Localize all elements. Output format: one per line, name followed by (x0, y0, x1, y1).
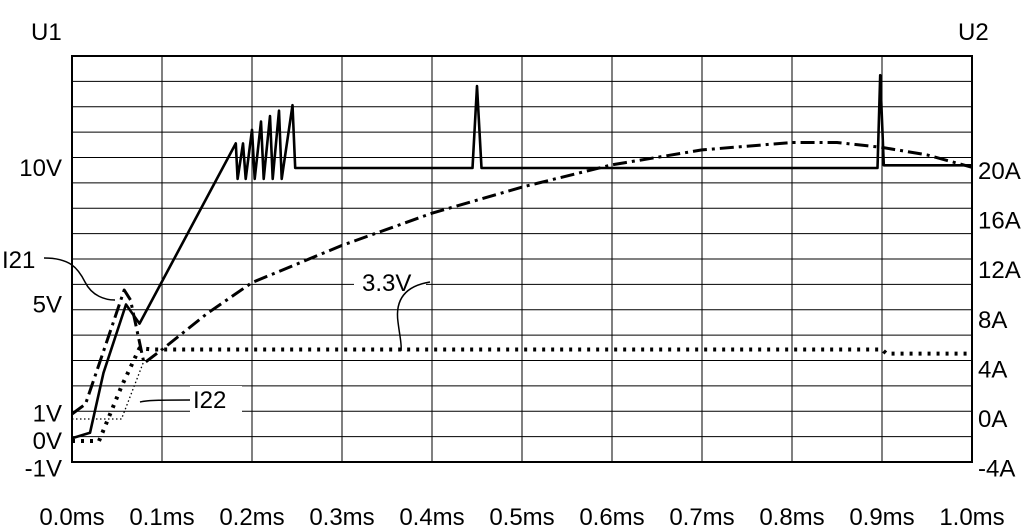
right-tick-label: 12A (978, 257, 1021, 284)
x-tick-label: 0.5ms (489, 504, 554, 531)
chart-labels: U1 U2 10V 5V 1V0V-1V 20A 16A 12A 8A 4A 0A -4A 0.0ms 0… (2, 19, 1021, 531)
left-tick-label: 10V (19, 155, 62, 182)
annotation-3v3-label: 3.3V (362, 270, 411, 297)
right-tick-label: 0A (978, 406, 1007, 433)
x-tick-label: 0.2ms (219, 504, 284, 531)
left-tick-label: 0V (33, 428, 62, 455)
right-tick-label: -4A (978, 456, 1015, 483)
left-tick-label: -1V (25, 455, 62, 482)
left-axis-title: U1 (31, 19, 62, 46)
annotation-i22-label: I22 (193, 387, 226, 414)
right-tick-label: 4A (978, 356, 1007, 383)
right-tick-label: 16A (978, 208, 1021, 235)
right-tick-label: 8A (978, 307, 1007, 334)
x-tick-label: 0.0ms (39, 504, 104, 531)
x-tick-label: 0.6ms (579, 504, 644, 531)
x-tick-label: 0.8ms (759, 504, 824, 531)
x-tick-label: 0.9ms (849, 504, 914, 531)
annotation-i22-leader (140, 400, 190, 402)
left-tick-label: 1V (33, 401, 62, 428)
x-tick-label: 0.4ms (399, 504, 464, 531)
right-axis-title: U2 (958, 19, 989, 46)
x-tick-label: 1.0ms (939, 504, 1004, 531)
annotation-i21-label: I21 (2, 247, 35, 274)
x-tick-label: 0.1ms (129, 504, 194, 531)
x-tick-label: 0.3ms (309, 504, 374, 531)
left-tick-label: 5V (33, 292, 62, 319)
series-i22-line (72, 361, 144, 419)
right-tick-label: 20A (978, 158, 1021, 185)
x-tick-label: 0.7ms (669, 504, 734, 531)
